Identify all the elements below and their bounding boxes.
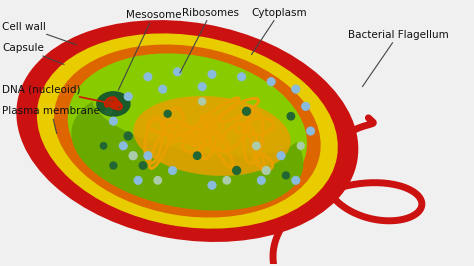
Ellipse shape (133, 96, 291, 176)
Text: Cytoplasm: Cytoplasm (251, 8, 307, 55)
Circle shape (208, 70, 216, 78)
Circle shape (277, 152, 285, 160)
Text: Capsule: Capsule (2, 43, 64, 64)
Circle shape (129, 152, 137, 160)
Circle shape (237, 73, 246, 81)
Text: DNA (nucleoid): DNA (nucleoid) (2, 84, 121, 107)
Circle shape (287, 113, 294, 120)
Circle shape (110, 162, 117, 169)
Text: Plasma membrane: Plasma membrane (2, 106, 100, 134)
Circle shape (168, 166, 177, 175)
Ellipse shape (107, 98, 120, 109)
Circle shape (267, 77, 275, 86)
Circle shape (144, 73, 152, 81)
Circle shape (257, 176, 265, 185)
Ellipse shape (71, 86, 303, 211)
Circle shape (199, 98, 206, 105)
Ellipse shape (37, 34, 338, 229)
Circle shape (164, 110, 171, 117)
Circle shape (158, 85, 167, 93)
Circle shape (100, 143, 107, 149)
Circle shape (292, 85, 300, 93)
Circle shape (297, 142, 304, 149)
Text: Bacterial Flagellum: Bacterial Flagellum (347, 30, 448, 87)
Circle shape (253, 142, 260, 149)
Text: Ribosomes: Ribosomes (180, 8, 239, 73)
Ellipse shape (91, 72, 303, 155)
Circle shape (139, 162, 146, 169)
Circle shape (144, 152, 152, 160)
Circle shape (243, 107, 250, 115)
Circle shape (198, 82, 206, 91)
Circle shape (223, 177, 230, 184)
Circle shape (124, 92, 132, 101)
Circle shape (119, 142, 128, 150)
Circle shape (154, 177, 162, 184)
Ellipse shape (96, 91, 131, 117)
Circle shape (292, 176, 300, 185)
Circle shape (262, 167, 270, 174)
Circle shape (173, 68, 182, 76)
Circle shape (134, 176, 142, 185)
Ellipse shape (17, 20, 358, 242)
Circle shape (193, 152, 201, 159)
Text: Mesosome: Mesosome (118, 10, 181, 90)
Circle shape (124, 132, 132, 140)
Circle shape (306, 127, 315, 135)
Text: Cell wall: Cell wall (2, 22, 76, 45)
Circle shape (283, 172, 290, 179)
Ellipse shape (68, 53, 307, 209)
Circle shape (233, 167, 241, 174)
Circle shape (208, 181, 216, 189)
Ellipse shape (54, 44, 321, 218)
Circle shape (301, 102, 310, 111)
Circle shape (109, 117, 118, 125)
Circle shape (105, 108, 112, 115)
